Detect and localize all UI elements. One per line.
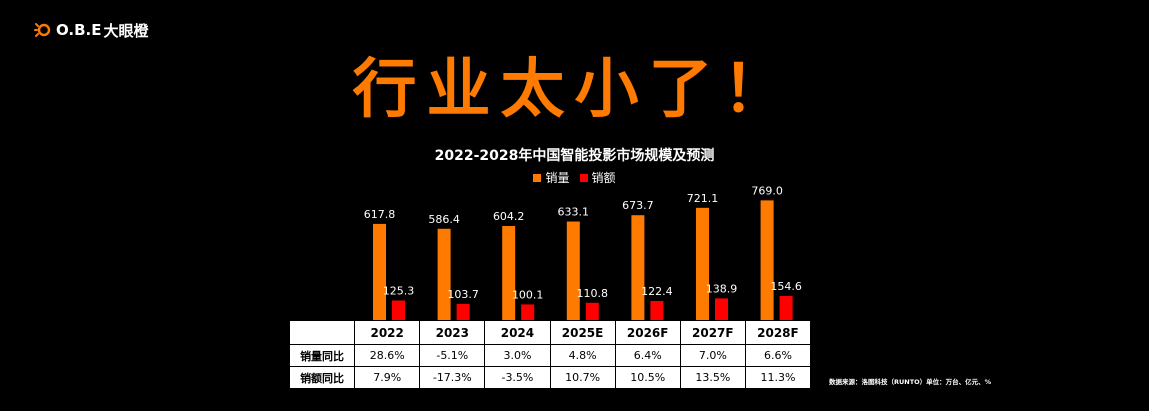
volume-bar-2023 [437, 228, 451, 320]
table-cell: 3.0% [484, 344, 551, 367]
revenue-label-2023: 103.7 [447, 288, 479, 301]
table-row: 销量同比 28.6% -5.1% 3.0% 4.8% 6.4% 7.0% 6.6… [288, 344, 812, 367]
volume-bar-2022 [373, 223, 386, 320]
revenue-label-2024: 100.1 [512, 288, 544, 301]
table-cell: 13.5% [679, 366, 746, 389]
volume-label-2028F: 769.0 [751, 184, 783, 197]
table-row: 销额同比 7.9% -17.3% -3.5% 10.7% 10.5% 13.5%… [288, 366, 812, 389]
table-header-cell: 2028F [744, 320, 812, 345]
data-source-note: 数据来源：洛图科技（RUNTO）单位：万台、亿元、% [829, 378, 992, 386]
table-cell: 10.5% [614, 366, 681, 389]
volume-label-2027F: 721.1 [687, 192, 719, 205]
logo-text: O.B.E [56, 21, 102, 39]
table-cell: -3.5% [484, 366, 551, 389]
table-header-cell: 2024 [484, 320, 551, 345]
table-cell: 11.3% [744, 366, 812, 389]
revenue-bar-2028F [779, 295, 793, 320]
revenue-bar-2025E [585, 302, 599, 320]
table-header-cell: 2026F [614, 320, 681, 345]
volume-label-2023: 586.4 [428, 213, 460, 226]
table-row-label: 销量同比 [288, 344, 356, 367]
legend-label-volume: 销量 [545, 171, 570, 185]
revenue-bar-2022 [392, 300, 405, 320]
volume-label-2024: 604.2 [493, 210, 525, 223]
revenue-bar-2024 [521, 304, 535, 320]
revenue-bar-2026F [650, 300, 664, 320]
table-cell: 10.7% [549, 366, 616, 389]
table-header-cell: 2027F [679, 320, 746, 345]
revenue-bar-2027F [715, 298, 728, 320]
table-header-cell [288, 320, 356, 345]
table-header-cell: 2022 [354, 320, 421, 345]
volume-label-2025E: 633.1 [558, 206, 590, 219]
table-header-cell: 2023 [419, 320, 486, 345]
legend-item-volume: 销量 [533, 169, 570, 186]
table-cell: 7.0% [679, 344, 746, 367]
table-row-label: 销额同比 [288, 366, 356, 389]
revenue-label-2027F: 138.9 [706, 282, 738, 295]
revenue-label-2028F: 154.6 [770, 280, 802, 293]
table-cell: -17.3% [419, 366, 486, 389]
table-cell: 4.8% [549, 344, 616, 367]
table-cell: -5.1% [419, 344, 486, 367]
table-cell: 28.6% [354, 344, 421, 367]
chart-legend: 销量 销额 [0, 169, 1149, 186]
volume-bar-2028F [760, 200, 774, 320]
table-header-row: 2022 2023 2024 2025E 2026F 2027F 2028F [288, 320, 812, 345]
legend-item-revenue: 销额 [579, 169, 616, 186]
legend-swatch-volume [533, 173, 542, 182]
table-cell: 6.4% [614, 344, 681, 367]
logo-sun-icon [34, 23, 51, 37]
yoy-table: 2022 2023 2024 2025E 2026F 2027F 2028F 销… [288, 320, 812, 389]
logo-cn: 大眼橙 [103, 21, 149, 40]
legend-label-revenue: 销额 [591, 171, 616, 185]
volume-bar-2027F [696, 207, 709, 320]
legend-swatch-revenue [579, 173, 588, 182]
brand-logo: O.B.E 大眼橙 [34, 20, 149, 40]
volume-bar-2024 [502, 226, 516, 320]
table-header-cell: 2025E [549, 320, 616, 345]
headline: 行业太小了！ [352, 53, 797, 127]
table-cell: 6.6% [744, 344, 812, 367]
volume-label-2022: 617.8 [364, 208, 396, 221]
volume-label-2026F: 673.7 [622, 199, 654, 212]
revenue-label-2022: 125.3 [383, 285, 415, 298]
volume-bar-2025E [566, 221, 580, 320]
volume-bar-2026F [631, 215, 645, 320]
revenue-bar-2023 [456, 303, 470, 320]
table-cell: 7.9% [354, 366, 421, 389]
chart-title: 2022-2028年中国智能投影市场规模及预测 [434, 148, 715, 164]
revenue-label-2025E: 110.8 [577, 287, 609, 300]
revenue-label-2026F: 122.4 [641, 285, 673, 298]
